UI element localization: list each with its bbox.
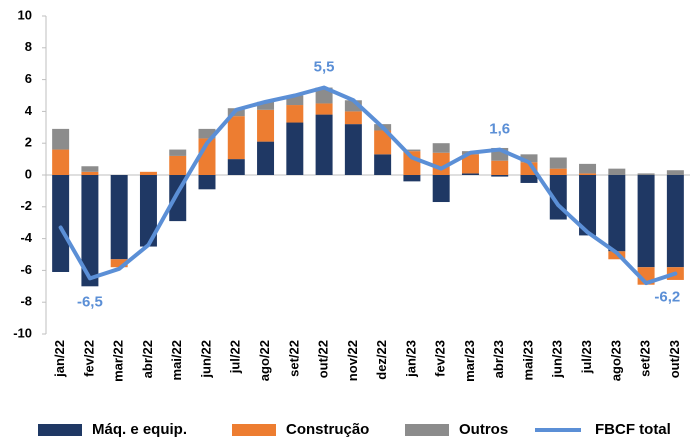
y-tick-label: -10 bbox=[13, 325, 32, 340]
legend-label: Máq. e equip. bbox=[92, 421, 187, 438]
x-tick-label: ago/22 bbox=[257, 340, 272, 381]
line bbox=[58, 85, 678, 286]
legend-label: FBCF total bbox=[595, 421, 671, 438]
legend-swatch bbox=[38, 424, 82, 436]
bar-segment bbox=[286, 122, 304, 175]
bar-segment bbox=[315, 103, 333, 115]
bar-segment bbox=[52, 149, 70, 175]
bar-segment bbox=[139, 175, 157, 247]
bar-segment bbox=[52, 128, 70, 150]
y-tick-label: 10 bbox=[18, 7, 32, 22]
x-tick-label: abr/23 bbox=[491, 340, 506, 378]
bar-segment bbox=[169, 149, 187, 156]
x-tick-label: fev/23 bbox=[433, 340, 448, 377]
bar-segment bbox=[520, 154, 538, 163]
x-tick-label: mar/22 bbox=[111, 340, 126, 382]
x-tick-label: abr/22 bbox=[140, 340, 155, 378]
bar-segment bbox=[491, 160, 509, 175]
x-tick-label: mar/23 bbox=[462, 340, 477, 382]
x-tick-label: jun/22 bbox=[198, 340, 213, 379]
bar-segment bbox=[227, 116, 245, 160]
y-tick-label: -6 bbox=[20, 262, 32, 277]
bar-segment bbox=[637, 173, 655, 175]
bar-segment bbox=[491, 175, 509, 177]
bar-segment bbox=[637, 175, 655, 268]
x-tick-label: jul/22 bbox=[228, 340, 243, 374]
y-tick-label: 6 bbox=[25, 71, 32, 86]
bar-segment bbox=[549, 157, 567, 169]
bar-segment bbox=[579, 173, 597, 175]
x-tick-label: mai/23 bbox=[520, 340, 535, 380]
bar-segment bbox=[608, 168, 626, 175]
data-label: 5,5 bbox=[314, 59, 335, 76]
x-tick-label: jan/22 bbox=[52, 340, 67, 378]
bar-segment bbox=[432, 175, 450, 203]
x-tick-label: nov/22 bbox=[345, 340, 360, 381]
y-tick-label: 8 bbox=[25, 39, 32, 54]
bar-segment bbox=[403, 149, 421, 152]
bar-segment bbox=[315, 114, 333, 175]
bar-segment bbox=[227, 159, 245, 175]
bar-segment bbox=[257, 141, 275, 175]
bar-segment bbox=[579, 163, 597, 174]
bar-segment bbox=[666, 175, 684, 268]
bar-segment bbox=[52, 175, 70, 272]
bar-segment bbox=[169, 155, 187, 175]
legend-label: Construção bbox=[286, 421, 369, 438]
bar-segment bbox=[198, 128, 216, 139]
legend-label: Outros bbox=[459, 421, 508, 438]
bar-segment bbox=[344, 100, 362, 112]
x-tick-label: dez/22 bbox=[374, 340, 389, 380]
bar-segment bbox=[344, 124, 362, 175]
data-label: 1,6 bbox=[489, 121, 510, 138]
x-tick-label: out/22 bbox=[316, 340, 331, 378]
x-tick-label: jul/23 bbox=[579, 340, 594, 374]
bar-segment bbox=[666, 170, 684, 175]
x-tick-label: set/23 bbox=[638, 340, 653, 377]
bar-segment bbox=[374, 130, 392, 155]
x-tick-label: fev/22 bbox=[81, 340, 96, 377]
bar-segment bbox=[403, 175, 421, 182]
bar-segment bbox=[110, 259, 128, 268]
bar-segment bbox=[286, 95, 304, 106]
x-tick-label: ago/23 bbox=[608, 340, 623, 381]
y-tick-label: -2 bbox=[20, 198, 32, 213]
bar-segment bbox=[432, 143, 450, 153]
bar-segment bbox=[81, 175, 99, 287]
bar-segment bbox=[461, 154, 479, 174]
bar-segment bbox=[608, 175, 626, 252]
data-label: -6,5 bbox=[77, 293, 103, 310]
y-tick-label: -8 bbox=[20, 294, 32, 309]
bar-segment bbox=[81, 166, 99, 172]
bar-segment bbox=[286, 105, 304, 123]
x-tick-label: set/22 bbox=[286, 340, 301, 377]
y-tick-label: -4 bbox=[20, 230, 32, 245]
bar-segment bbox=[344, 111, 362, 125]
legend-swatch bbox=[405, 424, 449, 436]
x-tick-label: out/23 bbox=[667, 340, 682, 378]
bar-segment bbox=[374, 154, 392, 175]
bar-segment bbox=[257, 109, 275, 142]
x-tick-label: jun/23 bbox=[550, 340, 565, 379]
legend-swatch bbox=[232, 424, 276, 436]
y-tick-label: 0 bbox=[25, 166, 32, 181]
bar-segment bbox=[110, 175, 128, 260]
y-tick-label: 2 bbox=[25, 135, 32, 150]
bar-segment bbox=[81, 171, 99, 175]
bar-segment bbox=[139, 171, 157, 175]
x-tick-label: mai/22 bbox=[169, 340, 184, 380]
bar-segment bbox=[520, 175, 538, 183]
bar-segment bbox=[549, 168, 567, 175]
bar-segment bbox=[432, 152, 450, 175]
y-tick-label: 4 bbox=[25, 103, 33, 118]
x-tick-label: jan/23 bbox=[403, 340, 418, 378]
bar-segment bbox=[461, 173, 479, 175]
bar-segment bbox=[579, 175, 597, 236]
bar-segment bbox=[257, 101, 275, 110]
data-label: -6,2 bbox=[654, 289, 680, 306]
bar-segment bbox=[198, 175, 216, 190]
